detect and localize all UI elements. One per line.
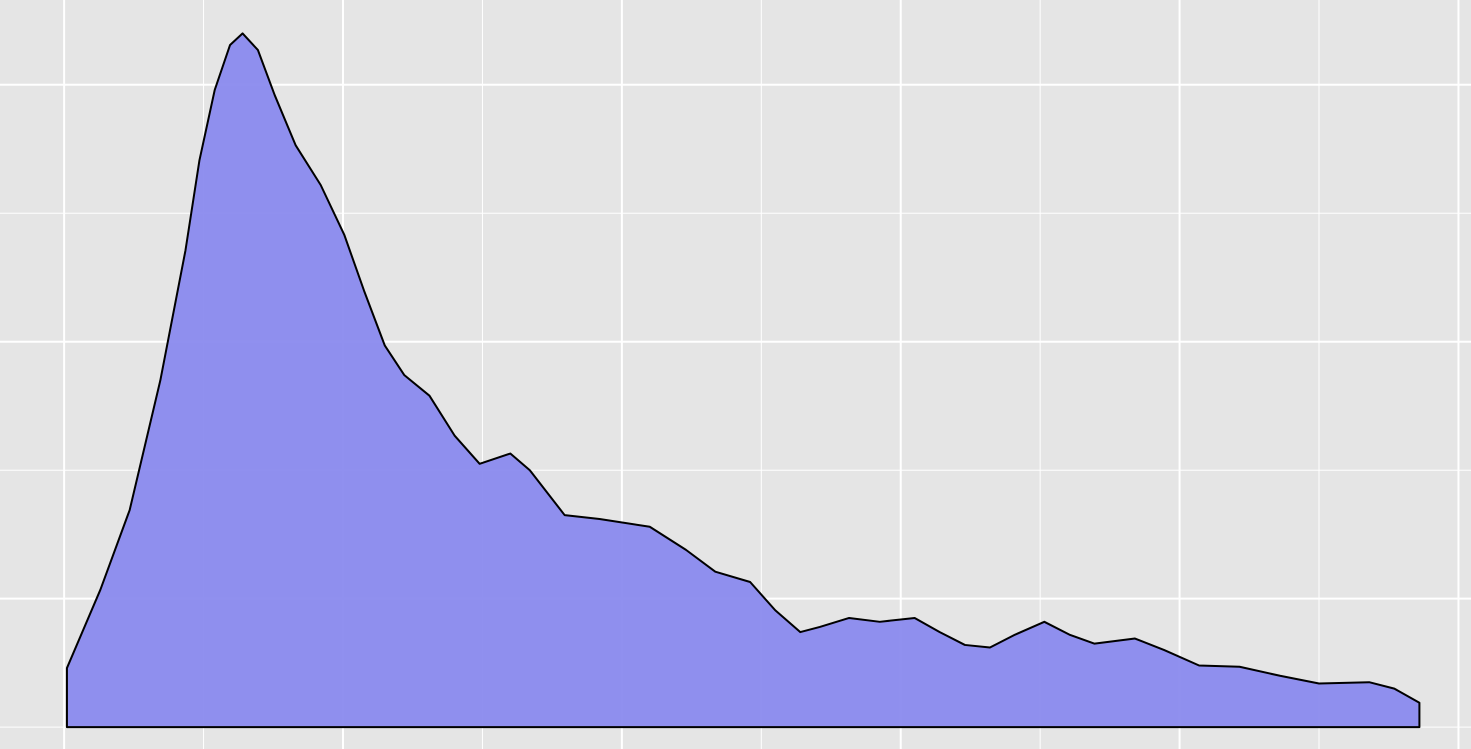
density-area (65, 32, 1421, 729)
